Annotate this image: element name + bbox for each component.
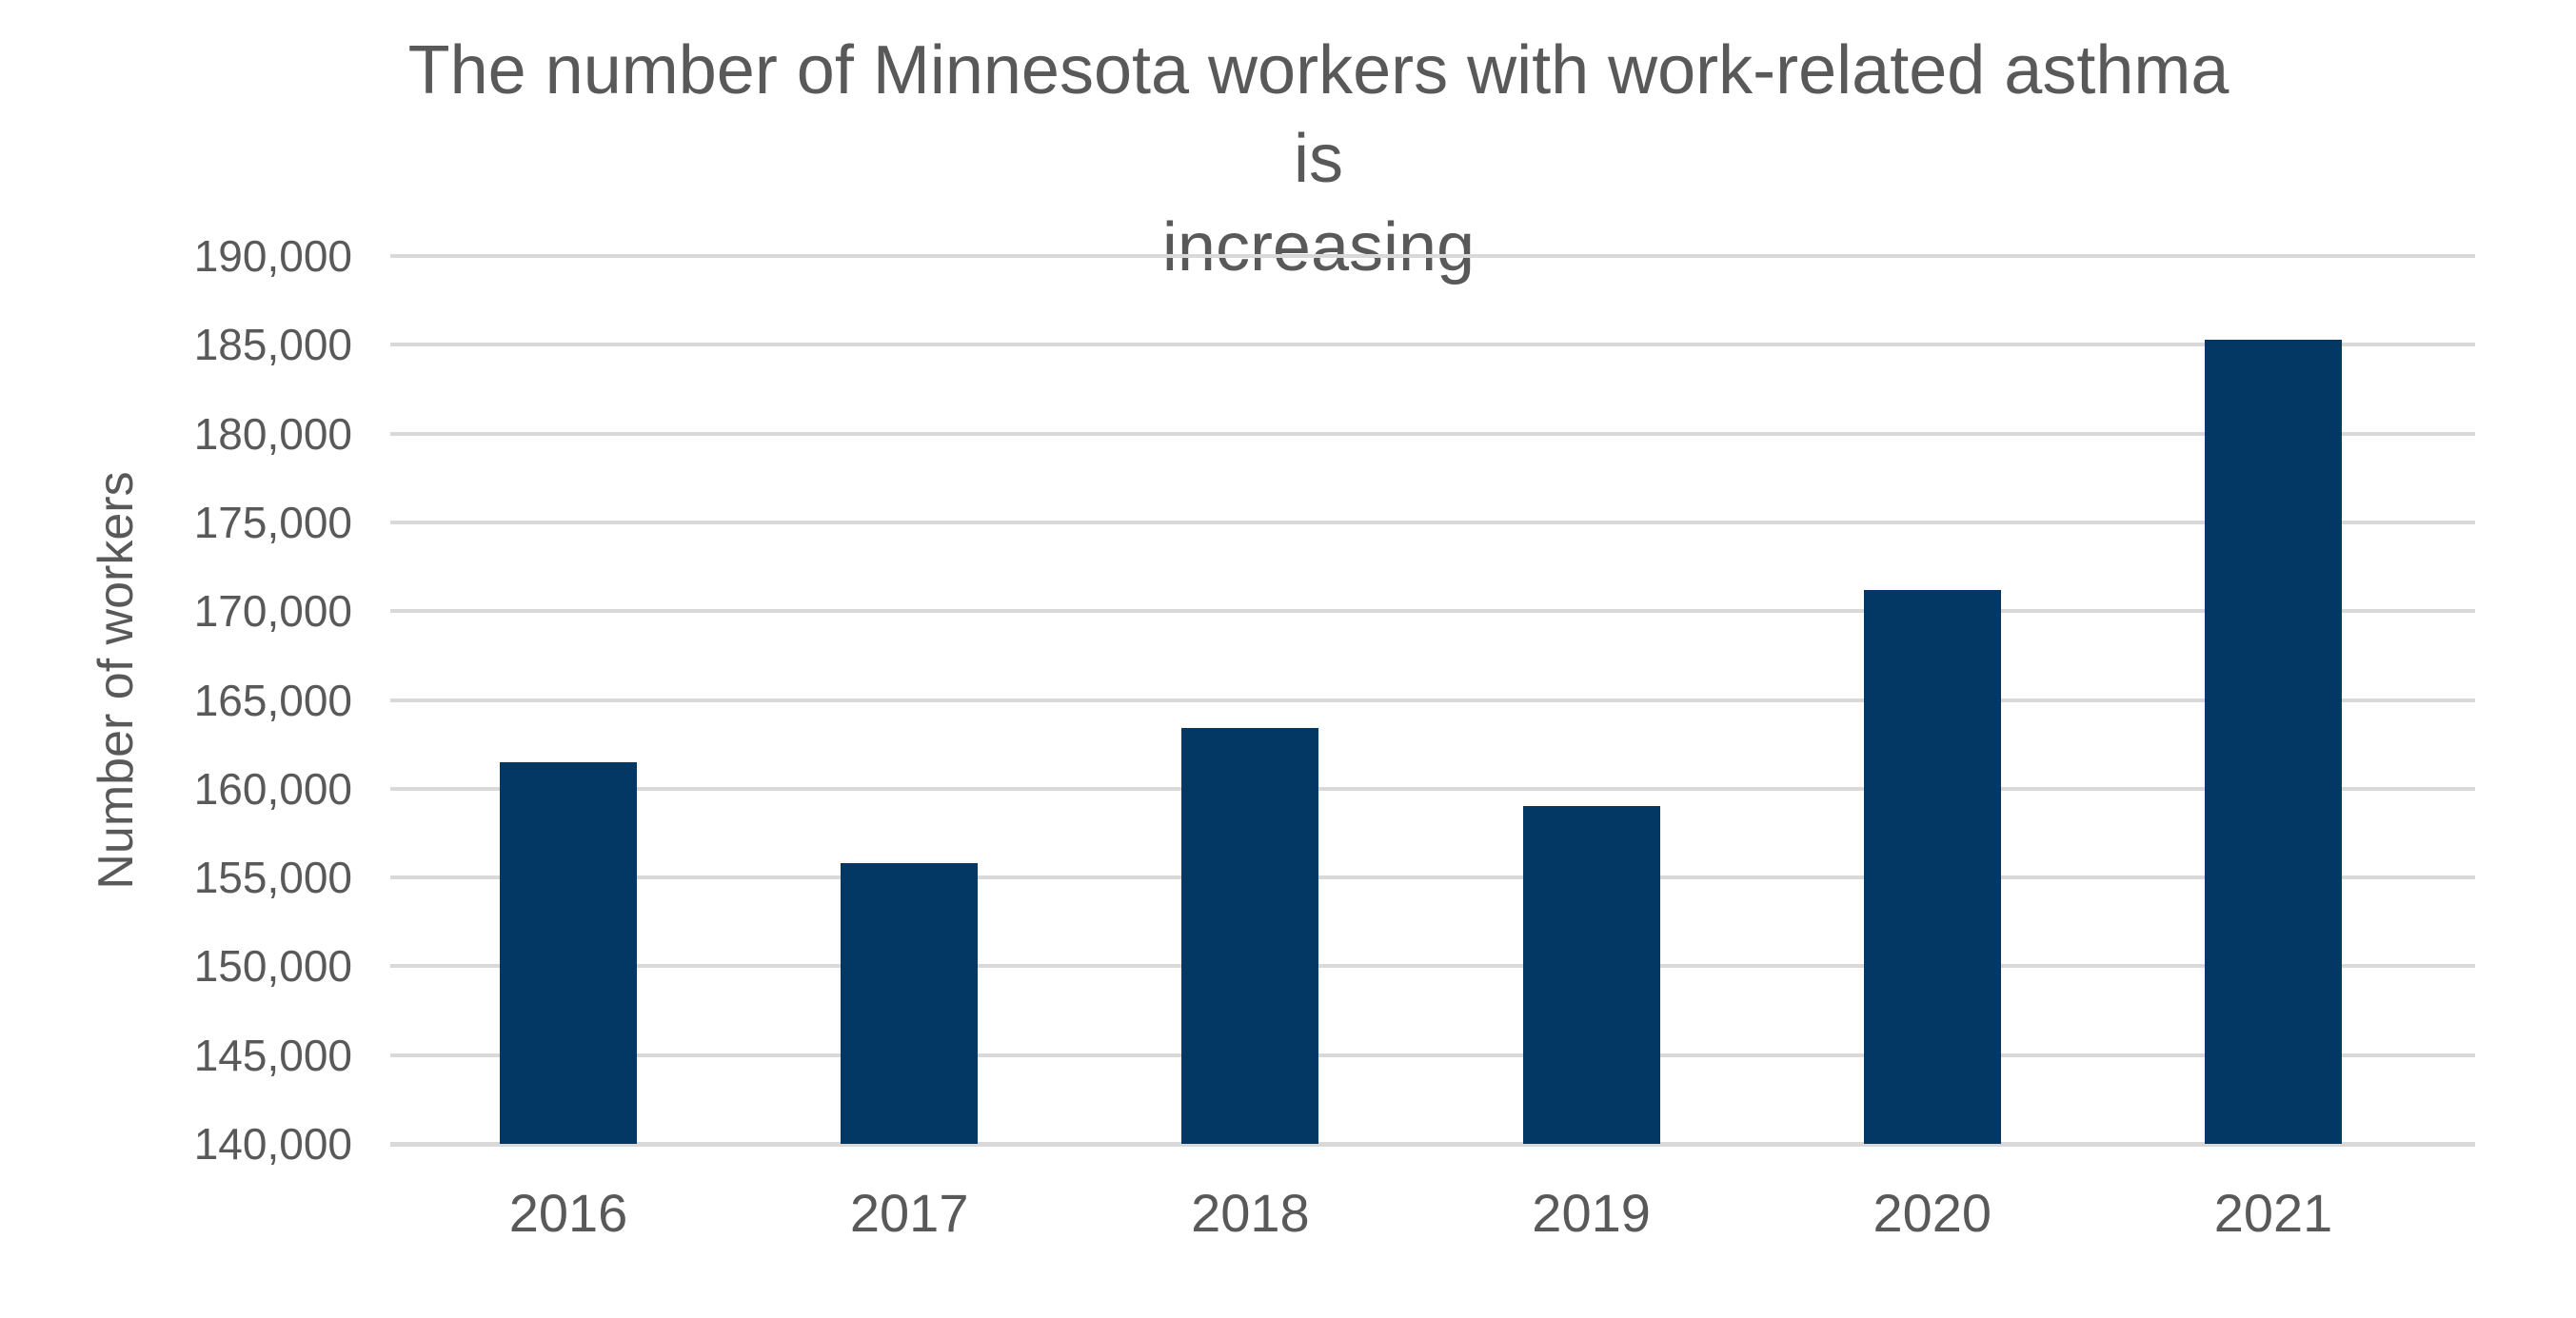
bar-2020 xyxy=(1863,589,2001,1144)
bar-2017 xyxy=(841,863,979,1144)
x-label-2020: 2020 xyxy=(1873,1183,1992,1243)
y-tick-label-160000: 160,000 xyxy=(193,763,352,814)
y-tick-label-190000: 190,000 xyxy=(193,231,352,281)
y-tick-label-180000: 180,000 xyxy=(193,408,352,459)
y-tick-label-165000: 165,000 xyxy=(193,675,352,725)
gridline-160000 xyxy=(390,786,2475,791)
gridline-190000 xyxy=(390,254,2475,258)
gridline-185000 xyxy=(390,343,2475,347)
gridline-145000 xyxy=(390,1052,2475,1057)
chart-title-line-1: The number of Minnesota workers with wor… xyxy=(407,32,2229,197)
gridline-165000 xyxy=(390,698,2475,702)
y-axis-title: Number of workers xyxy=(89,471,144,890)
x-label-2019: 2019 xyxy=(1532,1183,1651,1243)
y-tick-label-150000: 150,000 xyxy=(193,941,352,992)
bar-2021 xyxy=(2205,339,2342,1144)
y-tick-label-155000: 155,000 xyxy=(193,853,352,903)
y-tick-label-140000: 140,000 xyxy=(193,1119,352,1169)
y-tick-label-175000: 175,000 xyxy=(193,497,352,547)
gridline-155000 xyxy=(390,875,2475,880)
gridline-180000 xyxy=(390,431,2475,436)
plot-area xyxy=(390,254,2475,1147)
gridline-170000 xyxy=(390,609,2475,614)
x-label-2021: 2021 xyxy=(2213,1183,2333,1243)
gridline-150000 xyxy=(390,964,2475,969)
x-label-2016: 2016 xyxy=(508,1183,628,1243)
gridline-140000 xyxy=(390,1142,2475,1147)
bar-2019 xyxy=(1522,806,1660,1144)
chart-title: The number of Minnesota workers with wor… xyxy=(381,27,2256,292)
x-label-2018: 2018 xyxy=(1191,1183,1310,1243)
gridline-175000 xyxy=(390,520,2475,524)
y-tick-label-145000: 145,000 xyxy=(193,1030,352,1080)
bar-2018 xyxy=(1181,728,1319,1144)
x-label-2017: 2017 xyxy=(849,1183,969,1243)
chart-title-line-2: increasing xyxy=(1161,209,1476,285)
y-tick-label-170000: 170,000 xyxy=(193,586,352,637)
bar-2016 xyxy=(500,761,637,1144)
y-tick-label-185000: 185,000 xyxy=(193,320,352,370)
